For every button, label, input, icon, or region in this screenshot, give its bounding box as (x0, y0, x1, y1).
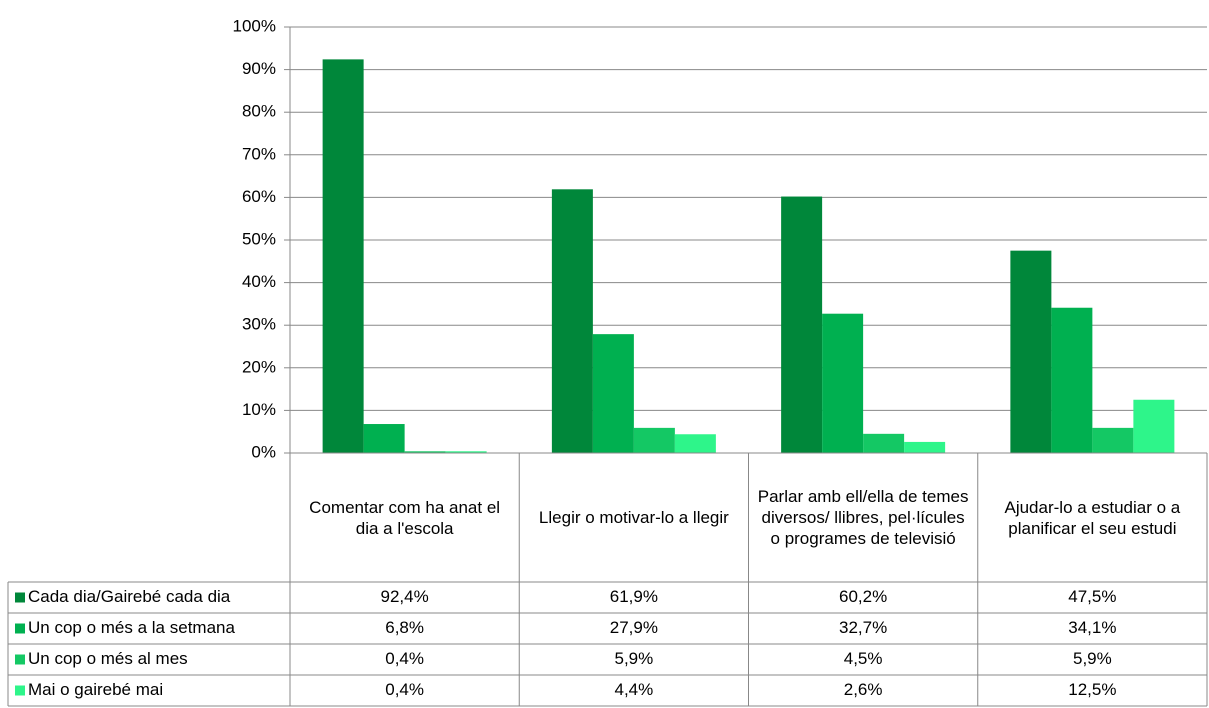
bar (363, 424, 405, 453)
legend-label: Un cop o més al mes (28, 649, 188, 668)
bar (781, 196, 823, 453)
bar (633, 427, 675, 453)
legend-key (15, 654, 25, 665)
bar (1010, 250, 1052, 453)
legend-key (15, 685, 25, 696)
bar (551, 189, 593, 453)
bar (1133, 399, 1175, 453)
data-label: 27,9% (610, 618, 658, 637)
y-tick-label: 30% (242, 315, 276, 334)
legend-label: Un cop o més a la setmana (28, 618, 235, 637)
bar (404, 451, 446, 453)
y-tick-label: 50% (242, 229, 276, 248)
y-tick-label: 40% (242, 272, 276, 291)
data-label: 4,4% (615, 680, 654, 699)
y-tick-label: 70% (242, 144, 276, 163)
bar (904, 441, 946, 453)
y-tick-label: 20% (242, 357, 276, 376)
data-label: 32,7% (839, 618, 887, 637)
y-tick-label: 60% (242, 187, 276, 206)
legend-key (15, 592, 25, 603)
data-label: 4,5% (844, 649, 883, 668)
data-label: 2,6% (844, 680, 883, 699)
y-tick-label: 10% (242, 400, 276, 419)
data-label: 0,4% (385, 680, 424, 699)
data-label: 61,9% (610, 587, 658, 606)
bar (1092, 427, 1134, 453)
y-tick-label: 0% (251, 442, 276, 461)
x-tick-label: Ajudar-lo a estudiar o a planificar el s… (1004, 497, 1181, 538)
data-label: 60,2% (839, 587, 887, 606)
bar (592, 334, 634, 453)
x-tick-label: Llegir o motivar-lo a llegir (538, 508, 729, 527)
bar (445, 451, 487, 453)
x-tick-label: Comentar com ha anat el dia a l'escola (309, 497, 501, 538)
bar (822, 313, 864, 453)
data-label: 5,9% (1073, 649, 1112, 668)
bar (674, 434, 716, 453)
bar (863, 433, 905, 453)
legend-label: Cada dia/Gairebé cada dia (28, 587, 231, 606)
y-tick-label: 100% (233, 16, 276, 35)
data-label: 6,8% (385, 618, 424, 637)
data-label: 12,5% (1068, 680, 1116, 699)
y-tick-label: 90% (242, 59, 276, 78)
x-tick-label: Parlar amb ell/ella de temes diversos/ l… (757, 487, 969, 548)
bar (322, 59, 364, 453)
data-label: 47,5% (1068, 587, 1116, 606)
y-tick-label: 80% (242, 102, 276, 121)
legend-label: Mai o gairebé mai (28, 680, 163, 699)
data-label: 92,4% (381, 587, 429, 606)
legend-key (15, 623, 25, 634)
data-label: 34,1% (1068, 618, 1116, 637)
bar (1051, 307, 1093, 453)
data-label: 5,9% (615, 649, 654, 668)
data-label: 0,4% (385, 649, 424, 668)
